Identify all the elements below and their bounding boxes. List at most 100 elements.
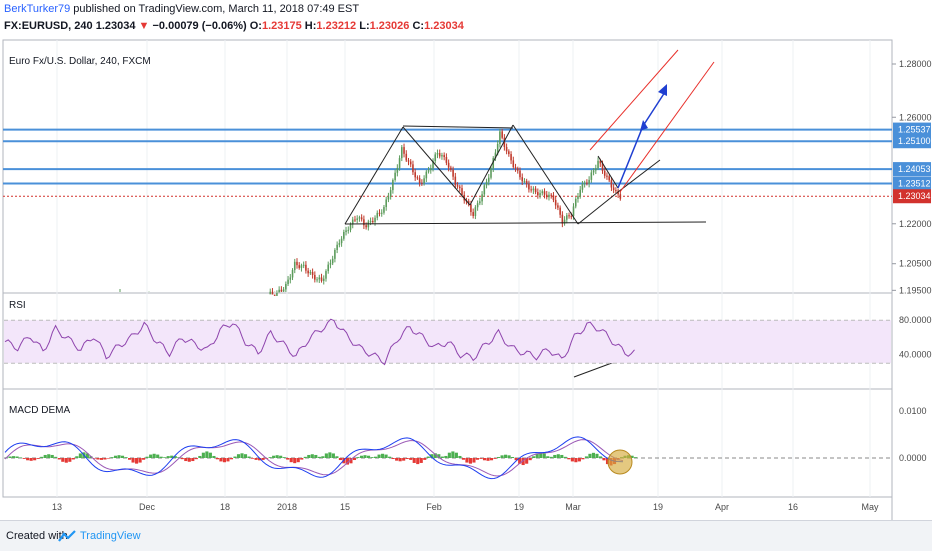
macd-histogram-bar bbox=[535, 453, 539, 458]
macd-histogram-bar bbox=[472, 458, 476, 463]
macd-histogram-bar bbox=[138, 458, 142, 463]
tradingview-logo-icon bbox=[58, 530, 76, 542]
macd-histogram-bar bbox=[99, 458, 103, 460]
macd-histogram-bar bbox=[602, 458, 606, 461]
tradingview-brand-link[interactable]: TradingView bbox=[80, 530, 141, 542]
candle-body bbox=[405, 153, 408, 161]
macd-histogram-bar bbox=[634, 457, 638, 458]
macd-histogram-bar bbox=[444, 455, 448, 458]
macd-histogram-bar bbox=[630, 455, 634, 458]
macd-histogram-bar bbox=[113, 455, 118, 458]
candle-body bbox=[372, 220, 374, 223]
author-link[interactable]: BerkTurker79 bbox=[4, 3, 71, 15]
candle-body bbox=[619, 194, 622, 199]
level-price-tag bbox=[893, 162, 931, 177]
macd-histogram-bar bbox=[103, 458, 107, 460]
candle-body bbox=[537, 192, 539, 196]
macd-histogram-bar bbox=[142, 458, 146, 460]
highlight-circle bbox=[607, 449, 633, 475]
macd-histogram-bar bbox=[233, 456, 237, 458]
macd-pane[interactable] bbox=[2, 388, 893, 498]
pattern-line bbox=[469, 124, 514, 206]
candle-body bbox=[485, 181, 488, 186]
candle-body bbox=[343, 232, 345, 239]
candle-body bbox=[314, 274, 316, 280]
macd-signal-line bbox=[4, 439, 624, 477]
candle-body bbox=[505, 146, 508, 152]
level-price-label: 1.25100 bbox=[898, 136, 931, 146]
rsi-axis-label: 40.0000 bbox=[899, 350, 932, 360]
candle-body bbox=[334, 249, 336, 259]
arrowhead-icon bbox=[658, 84, 667, 96]
macd-histogram-bar bbox=[395, 458, 399, 461]
macd-histogram-bar bbox=[145, 456, 149, 458]
published-text: published on TradingView.com, March 11, … bbox=[73, 3, 360, 15]
macd-histogram-bar bbox=[440, 456, 444, 458]
macd-pane-title: MACD DEMA bbox=[9, 405, 70, 416]
candle-body bbox=[280, 289, 283, 292]
macd-histogram-bar bbox=[222, 458, 226, 463]
macd-histogram-bar bbox=[416, 458, 420, 465]
candle-body bbox=[581, 183, 584, 190]
macd-histogram-bar bbox=[345, 458, 349, 465]
price-axis-label: 1.28000 bbox=[899, 59, 932, 69]
candle-body bbox=[325, 271, 327, 279]
candle-body bbox=[296, 261, 298, 266]
time-axis-label: 13 bbox=[52, 502, 62, 512]
time-axis-label: Feb bbox=[426, 502, 442, 512]
candle-body bbox=[269, 291, 272, 295]
candle-body bbox=[409, 161, 412, 165]
candle-body bbox=[340, 238, 343, 244]
macd-histogram-bar bbox=[236, 454, 241, 458]
macd-histogram-bar bbox=[187, 458, 191, 462]
level-price-tag bbox=[893, 122, 931, 137]
macd-histogram-bar bbox=[268, 457, 272, 458]
macd-histogram-bar bbox=[64, 458, 68, 463]
candle-body bbox=[329, 263, 332, 265]
macd-histogram-bar bbox=[180, 458, 184, 460]
macd-histogram-bar bbox=[12, 456, 16, 458]
macd-histogram-bar bbox=[514, 458, 518, 461]
candle-body bbox=[392, 180, 394, 191]
candle-body bbox=[606, 175, 608, 177]
candle-body bbox=[394, 172, 396, 181]
macd-histogram-bar bbox=[110, 457, 114, 458]
price-pane-title: Euro Fx/U.S. Dollar, 240, FXCM bbox=[9, 56, 151, 67]
candle-body bbox=[369, 220, 372, 222]
macd-histogram-bar bbox=[419, 458, 423, 463]
macd-histogram-bar bbox=[331, 453, 335, 458]
candle-body bbox=[550, 194, 553, 196]
candle-body bbox=[525, 180, 528, 185]
time-axis-label: Dec bbox=[139, 502, 156, 512]
macd-histogram-bar bbox=[363, 455, 367, 458]
macd-histogram-bar bbox=[412, 458, 416, 463]
macd-histogram-bar bbox=[303, 456, 307, 458]
macd-histogram-bar bbox=[567, 458, 571, 460]
candle-body bbox=[302, 264, 305, 266]
candle-body bbox=[603, 170, 606, 176]
candle-body bbox=[414, 172, 416, 178]
candle-body bbox=[514, 167, 517, 169]
macd-histogram-bar bbox=[433, 453, 437, 458]
macd-histogram-bar bbox=[482, 458, 487, 461]
candle-body bbox=[358, 217, 361, 219]
rsi-pane-title: RSI bbox=[9, 300, 26, 311]
candle-body bbox=[396, 167, 399, 173]
symbol-label[interactable]: FX:EURUSD, 240 bbox=[4, 20, 93, 32]
candle-body bbox=[470, 204, 472, 213]
candle-body bbox=[521, 177, 524, 182]
candle-body bbox=[349, 224, 352, 230]
candle-body bbox=[490, 168, 492, 178]
macd-histogram-bar bbox=[507, 455, 511, 458]
macd-histogram-bar bbox=[539, 452, 543, 458]
candle-body bbox=[552, 195, 555, 200]
candle-body bbox=[610, 180, 613, 188]
low-label: L: bbox=[359, 20, 370, 32]
price-pane[interactable] bbox=[2, 39, 893, 294]
candle-body bbox=[311, 272, 314, 275]
macd-histogram-bar bbox=[159, 456, 163, 458]
macd-histogram-bar bbox=[437, 454, 441, 458]
candle-body bbox=[479, 201, 481, 204]
macd-histogram-bar bbox=[198, 455, 202, 458]
